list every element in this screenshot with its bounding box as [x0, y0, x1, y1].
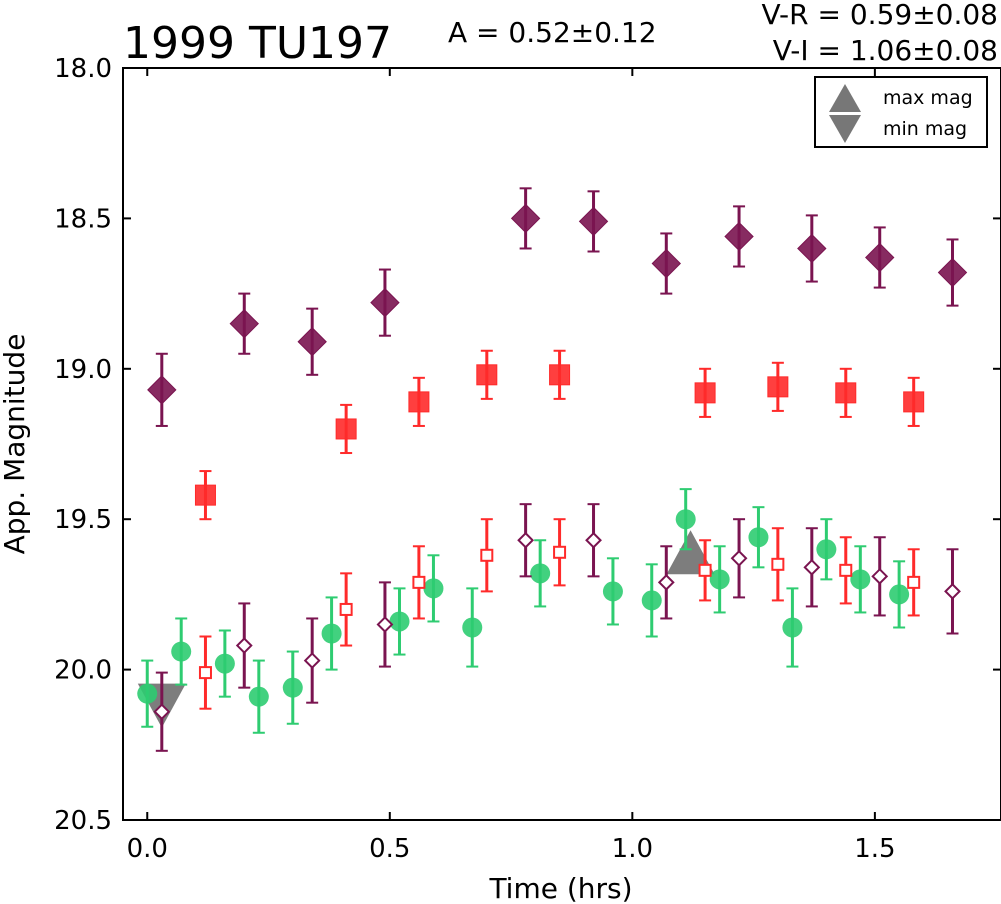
data-point [335, 418, 357, 440]
series-diamond-open [153, 503, 961, 752]
data-point [339, 602, 353, 616]
data-point [797, 233, 827, 264]
y-tick-label: 18.5 [54, 204, 112, 234]
data-point [578, 206, 609, 237]
data-point [585, 531, 602, 549]
data-point [839, 563, 853, 577]
y-tick-label: 19.5 [54, 505, 112, 535]
data-point [675, 509, 696, 530]
data-point [871, 567, 889, 585]
legend-max-mag-marker [829, 84, 861, 112]
data-point [235, 637, 253, 654]
series-square-filled [194, 349, 925, 521]
data-point [297, 327, 327, 357]
data-point [865, 242, 895, 273]
data-point [389, 611, 410, 632]
data-point [709, 569, 730, 590]
data-point [549, 364, 571, 386]
data-point [147, 375, 177, 405]
vr-color-annotation: V-R = 0.59±0.08 [762, 0, 998, 31]
plot-frame [122, 67, 1001, 821]
legend-min-mag-marker [829, 115, 861, 143]
x-tick-label: 0.5 [369, 834, 410, 864]
data-point [771, 557, 785, 571]
data-point [641, 590, 662, 611]
data-point [462, 617, 483, 638]
data-point [194, 484, 216, 506]
data-point [816, 539, 837, 560]
y-tick-label: 20.5 [54, 806, 112, 836]
axis-ticks: 0.0 0.5 1.0 1.5 18.0 18.5 19.0 19.5 20.0 20.5 [54, 54, 1001, 864]
data-point [835, 382, 857, 404]
x-tick-label: 0.0 [127, 834, 168, 864]
data-point [530, 563, 551, 584]
legend-max-mag-label: max mag [883, 87, 973, 109]
data-point [782, 617, 803, 638]
data-point [730, 549, 748, 567]
data-point [376, 616, 394, 633]
data-point [303, 652, 321, 669]
data-point [724, 221, 754, 252]
data-point [767, 376, 789, 398]
y-tick-label: 20.0 [54, 656, 112, 686]
legend-min-mag-label: min mag [883, 118, 967, 140]
x-tick-label: 1.5 [854, 834, 895, 864]
data-marks [137, 187, 968, 752]
series-circle-filled [137, 488, 910, 734]
max-mag-marker [666, 530, 715, 575]
vi-color-annotation: V-I = 1.06±0.08 [773, 34, 998, 67]
data-point [944, 582, 961, 600]
chart-title: 1999 TU197 [123, 18, 392, 69]
data-point [282, 677, 303, 698]
data-point [248, 686, 269, 707]
data-point [198, 666, 212, 680]
data-point [412, 575, 426, 589]
data-point [480, 548, 494, 562]
y-axis-label: App. Magnitude [0, 334, 31, 555]
data-point [214, 653, 235, 674]
data-point [657, 573, 675, 591]
data-point [476, 364, 498, 386]
data-point [137, 683, 158, 704]
y-tick-label: 18.0 [54, 54, 112, 84]
x-tick-label: 1.0 [612, 834, 653, 864]
data-point [553, 545, 567, 559]
data-point [370, 287, 400, 318]
data-point [229, 308, 259, 339]
data-point [903, 391, 925, 413]
data-point [408, 391, 430, 413]
data-point [694, 382, 716, 404]
data-point [602, 581, 623, 602]
series-square-open [198, 518, 921, 710]
data-point [850, 569, 871, 590]
data-point [510, 203, 541, 234]
y-tick-label: 19.0 [54, 355, 112, 385]
legend: max mag min mag [814, 76, 988, 148]
data-point [907, 575, 921, 589]
data-point [321, 623, 342, 644]
data-point [748, 527, 769, 548]
data-point [803, 558, 821, 576]
data-point [517, 531, 535, 549]
data-point [153, 703, 171, 721]
data-point [171, 641, 192, 662]
data-point [889, 584, 910, 605]
data-point [937, 257, 968, 288]
x-axis-label: Time (hrs) [488, 872, 632, 904]
series-diamond-filled [147, 187, 968, 427]
amplitude-annotation: A = 0.52±0.12 [448, 16, 657, 49]
data-point [651, 248, 681, 279]
data-point [698, 563, 712, 577]
data-point [423, 578, 444, 599]
